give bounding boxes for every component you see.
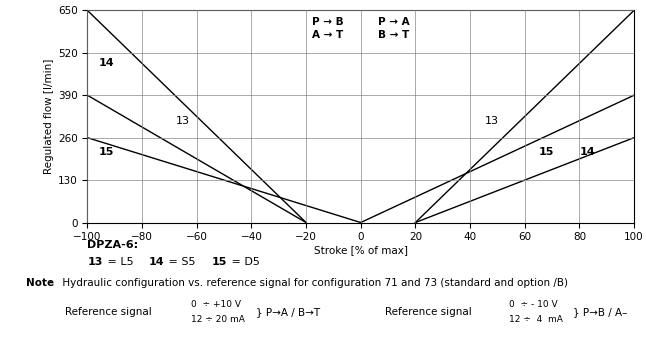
Text: 0  ÷ +10 V: 0 ÷ +10 V (191, 300, 241, 309)
Text: 13: 13 (485, 116, 499, 126)
Text: 0  ÷ - 10 V: 0 ÷ - 10 V (509, 300, 558, 309)
Y-axis label: Regulated flow [l/min]: Regulated flow [l/min] (44, 59, 54, 174)
Text: Note: Note (26, 278, 54, 288)
Text: Reference signal: Reference signal (385, 307, 472, 317)
Text: 14: 14 (580, 147, 595, 157)
Text: 13: 13 (176, 116, 190, 126)
Text: } P→A / B→T: } P→A / B→T (256, 307, 320, 317)
Text: 14: 14 (149, 257, 164, 267)
Text: Reference signal: Reference signal (65, 307, 151, 317)
Text: = D5: = D5 (228, 257, 259, 267)
Text: 13: 13 (87, 257, 103, 267)
Text: 15: 15 (539, 147, 554, 157)
Text: 15: 15 (99, 147, 114, 157)
Text: = S5: = S5 (165, 257, 195, 267)
Text: P → B
A → T: P → B A → T (312, 17, 344, 40)
X-axis label: Stroke [% of max]: Stroke [% of max] (314, 245, 408, 255)
Text: :   Hydraulic configuration vs. reference signal for configuration 71 and 73 (st: : Hydraulic configuration vs. reference … (49, 278, 567, 288)
Text: = L5: = L5 (104, 257, 133, 267)
Text: } P→B / A–: } P→B / A– (573, 307, 627, 317)
Text: DPZA-6:: DPZA-6: (87, 240, 138, 250)
Text: 12 ÷  4  mA: 12 ÷ 4 mA (509, 315, 563, 324)
Text: P → A
B → T: P → A B → T (378, 17, 410, 40)
Text: 12 ÷ 20 mA: 12 ÷ 20 mA (191, 315, 245, 324)
Text: 14: 14 (99, 58, 115, 68)
Text: 15: 15 (212, 257, 227, 267)
